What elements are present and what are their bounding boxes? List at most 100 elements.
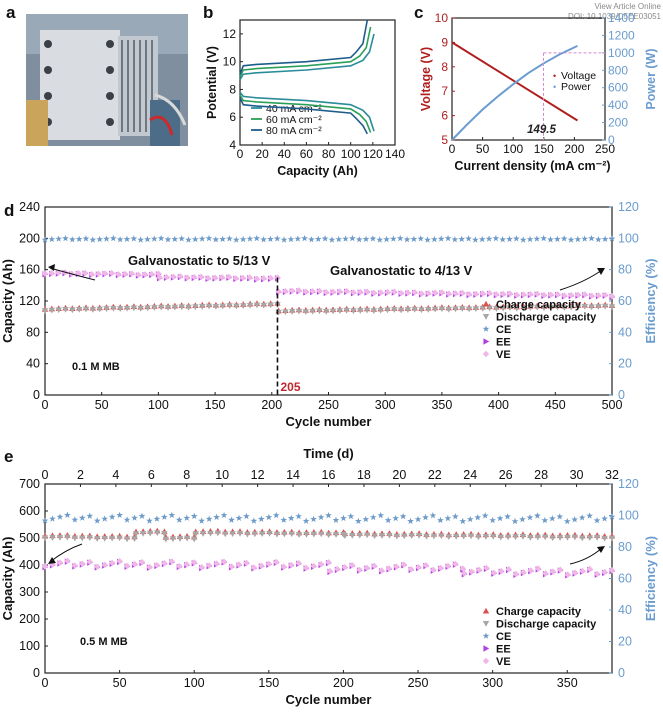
series-marker bbox=[219, 235, 226, 242]
series-marker bbox=[540, 234, 547, 242]
concentration-label: 0.1 M MB bbox=[72, 361, 120, 373]
y-tick-label: 300 bbox=[19, 585, 40, 599]
y-tick-label: 10 bbox=[223, 55, 237, 69]
series-marker bbox=[424, 236, 431, 243]
series-marker bbox=[490, 533, 497, 540]
series-marker bbox=[295, 559, 302, 567]
series-marker bbox=[79, 514, 86, 521]
series-marker bbox=[93, 517, 101, 524]
series-marker bbox=[340, 514, 347, 522]
series-marker bbox=[404, 307, 412, 314]
legend-marker-voltage: • bbox=[553, 71, 556, 81]
series-marker bbox=[414, 515, 422, 523]
series-marker bbox=[198, 564, 205, 571]
series-marker bbox=[556, 535, 564, 541]
series-marker bbox=[144, 305, 151, 312]
series-marker bbox=[41, 517, 49, 524]
series-marker bbox=[363, 288, 371, 295]
series-marker bbox=[527, 305, 534, 311]
series-marker bbox=[153, 561, 161, 569]
series-marker bbox=[71, 535, 79, 542]
series-marker bbox=[183, 535, 191, 542]
series-marker bbox=[123, 516, 131, 523]
legend-label: Discharge capacity bbox=[496, 619, 597, 631]
series-marker bbox=[343, 307, 350, 314]
series-marker bbox=[146, 517, 153, 524]
series-marker bbox=[233, 303, 240, 310]
series-marker bbox=[178, 304, 185, 311]
series-marker bbox=[71, 562, 79, 569]
series-marker bbox=[377, 307, 384, 314]
series-marker bbox=[163, 273, 170, 281]
series-marker bbox=[356, 566, 363, 574]
series-marker bbox=[81, 269, 89, 277]
series-marker bbox=[377, 289, 384, 296]
series-marker bbox=[204, 274, 212, 282]
series-marker bbox=[108, 535, 116, 542]
series-marker bbox=[347, 512, 355, 520]
series-marker bbox=[41, 270, 49, 277]
series-marker bbox=[407, 565, 415, 573]
series-marker bbox=[115, 271, 122, 278]
series-marker bbox=[574, 291, 582, 299]
series-marker bbox=[512, 570, 520, 578]
series-marker bbox=[513, 305, 520, 312]
series-marker bbox=[71, 516, 79, 523]
series-marker bbox=[519, 236, 527, 243]
series-marker bbox=[493, 291, 500, 298]
series-marker bbox=[177, 273, 184, 280]
series-marker bbox=[116, 557, 123, 565]
regime-label-right: Galvanostatic to 4/13 V bbox=[330, 263, 473, 278]
y-tick-label: 6 bbox=[441, 109, 448, 123]
x-tick-label: 450 bbox=[545, 398, 566, 412]
series-marker bbox=[191, 235, 199, 243]
x2-tick-label: 10 bbox=[215, 468, 229, 482]
series-marker bbox=[445, 306, 452, 313]
series-marker bbox=[240, 303, 247, 310]
x-tick-label: 300 bbox=[482, 676, 503, 690]
y2-tick-label: 120 bbox=[618, 477, 639, 491]
x2-tick-label: 28 bbox=[534, 468, 548, 482]
series-marker bbox=[601, 291, 609, 299]
series-marker bbox=[378, 533, 386, 539]
x2-tick-label: 20 bbox=[392, 468, 406, 482]
series-marker bbox=[485, 235, 493, 242]
series-marker bbox=[130, 305, 138, 312]
panel-d-label: d bbox=[4, 201, 14, 220]
series-marker bbox=[156, 274, 163, 281]
series-marker bbox=[318, 531, 325, 538]
y-tick-label: 0 bbox=[33, 666, 40, 680]
series-marker bbox=[411, 306, 418, 313]
series-marker bbox=[392, 514, 399, 522]
switch-label: 205 bbox=[280, 380, 300, 394]
series-marker bbox=[117, 306, 124, 313]
panel-b-label: b bbox=[203, 3, 213, 22]
series-marker bbox=[578, 514, 586, 521]
series-marker bbox=[403, 236, 411, 243]
y2-tick-label: 20 bbox=[618, 635, 632, 649]
series-marker bbox=[301, 234, 308, 242]
y-tick-label: 240 bbox=[19, 200, 40, 214]
x2-tick-label: 26 bbox=[499, 468, 513, 482]
series-marker bbox=[541, 516, 549, 524]
series-marker bbox=[586, 565, 594, 573]
series-marker bbox=[547, 236, 554, 243]
series-marker bbox=[222, 531, 229, 538]
series-marker bbox=[341, 533, 349, 539]
series-marker bbox=[418, 307, 425, 314]
series-marker bbox=[192, 531, 199, 538]
series-marker bbox=[260, 302, 267, 309]
series-marker bbox=[88, 270, 95, 278]
series-marker bbox=[64, 557, 71, 565]
series-marker bbox=[184, 274, 191, 281]
x-tick-label: 150 bbox=[258, 676, 279, 690]
series-marker bbox=[608, 513, 616, 520]
series-marker bbox=[56, 513, 64, 520]
discharge-curve bbox=[239, 91, 375, 132]
x-tick-label: 140 bbox=[385, 147, 405, 161]
concentration-label: 0.5 M MB bbox=[80, 636, 128, 648]
series-marker bbox=[355, 236, 363, 243]
series-marker bbox=[574, 235, 582, 243]
x-tick-label: 400 bbox=[488, 398, 509, 412]
